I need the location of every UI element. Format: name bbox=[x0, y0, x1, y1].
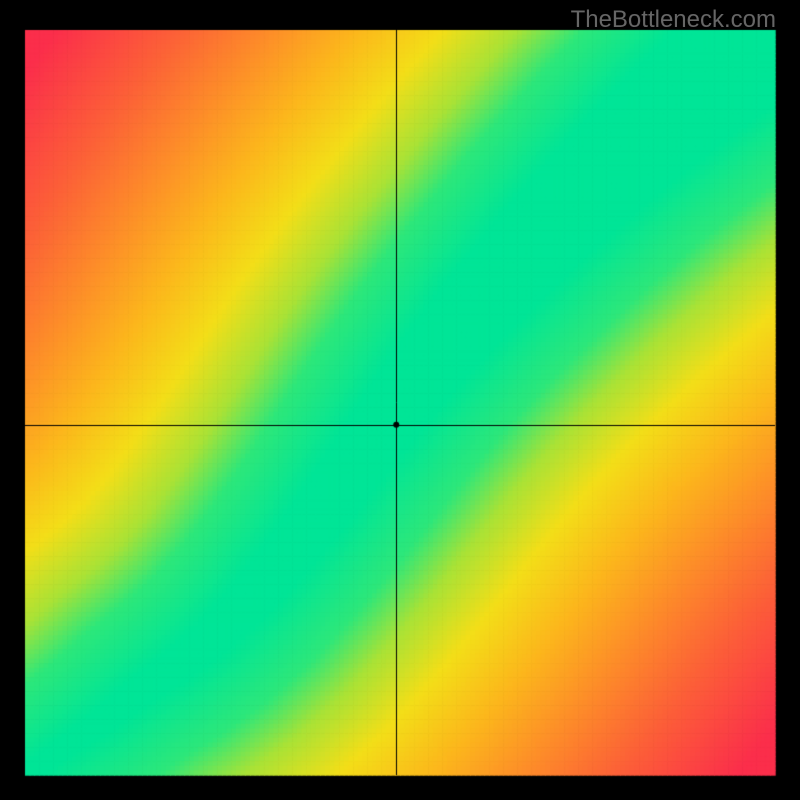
bottleneck-heatmap-canvas bbox=[0, 0, 800, 800]
watermark-text: TheBottleneck.com bbox=[571, 6, 776, 34]
